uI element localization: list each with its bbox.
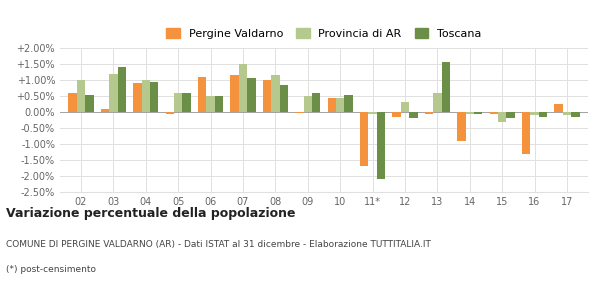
Bar	[377, 112, 385, 179]
Bar	[239, 64, 247, 112]
Bar	[142, 80, 150, 112]
Bar	[263, 80, 271, 112]
Bar	[304, 96, 312, 112]
Bar	[457, 112, 466, 141]
Legend: Pergine Valdarno, Provincia di AR, Toscana: Pergine Valdarno, Provincia di AR, Tosca…	[163, 25, 485, 42]
Bar	[68, 93, 77, 112]
Bar	[247, 78, 256, 112]
Bar	[230, 75, 239, 112]
Bar	[271, 75, 280, 112]
Bar	[174, 93, 182, 112]
Text: Variazione percentuale della popolazione: Variazione percentuale della popolazione	[6, 208, 296, 220]
Bar	[571, 112, 580, 117]
Bar	[328, 98, 336, 112]
Bar	[466, 112, 474, 114]
Text: (*) post-censimento: (*) post-censimento	[6, 265, 96, 274]
Bar	[498, 112, 506, 122]
Bar	[474, 112, 482, 114]
Bar	[198, 77, 206, 112]
Bar	[433, 93, 442, 112]
Bar	[85, 95, 94, 112]
Bar	[150, 82, 158, 112]
Bar	[336, 98, 344, 112]
Bar	[360, 112, 368, 167]
Bar	[554, 104, 563, 112]
Bar	[206, 96, 215, 112]
Bar	[506, 112, 515, 119]
Bar	[182, 93, 191, 112]
Bar	[409, 112, 418, 119]
Bar	[312, 93, 320, 112]
Text: COMUNE DI PERGINE VALDARNO (AR) - Dati ISTAT al 31 dicembre - Elaborazione TUTTI: COMUNE DI PERGINE VALDARNO (AR) - Dati I…	[6, 241, 431, 250]
Bar	[368, 112, 377, 114]
Bar	[280, 85, 288, 112]
Bar	[539, 112, 547, 117]
Bar	[77, 80, 85, 112]
Bar	[166, 112, 174, 114]
Bar	[401, 102, 409, 112]
Bar	[442, 62, 450, 112]
Bar	[522, 112, 530, 154]
Bar	[490, 112, 498, 114]
Bar	[563, 112, 571, 115]
Bar	[118, 67, 126, 112]
Bar	[530, 112, 539, 115]
Bar	[392, 112, 401, 117]
Bar	[344, 95, 353, 112]
Bar	[101, 109, 109, 112]
Bar	[109, 74, 118, 112]
Bar	[133, 83, 142, 112]
Bar	[425, 112, 433, 114]
Bar	[215, 96, 223, 112]
